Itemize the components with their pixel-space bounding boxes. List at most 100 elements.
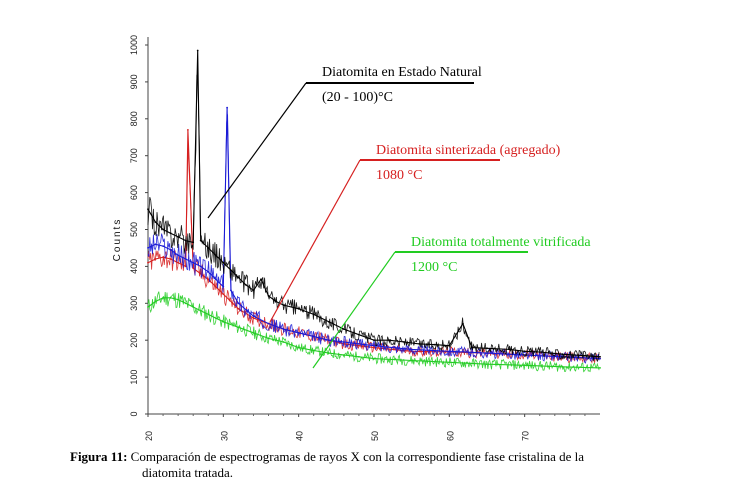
y-tick-label: 100	[129, 370, 139, 385]
x-tick-label: 70	[521, 431, 531, 441]
series-point	[237, 276, 240, 279]
series-point	[196, 49, 199, 52]
y-tick-label: 1000	[129, 35, 139, 55]
y-tick-label: 200	[129, 333, 139, 348]
series-point	[192, 267, 195, 270]
series-point	[448, 361, 451, 364]
series-point	[327, 339, 330, 342]
series-point	[523, 364, 526, 367]
series-point	[297, 331, 300, 334]
series-point	[162, 296, 165, 299]
series-point	[327, 320, 330, 323]
series-point	[358, 344, 360, 347]
caption-label: Figura 11:	[70, 449, 128, 464]
series-point	[523, 350, 526, 353]
annotation-label: Diatomita totalmente vitrificada	[411, 235, 591, 250]
series-point	[147, 247, 149, 249]
series-point	[403, 341, 405, 343]
series-point	[154, 300, 157, 303]
series-point	[252, 289, 255, 292]
series-point	[448, 350, 451, 353]
series-point	[462, 322, 464, 325]
y-tick-label: 500	[129, 222, 139, 237]
annotation-label: (20 - 100)°C	[322, 90, 393, 105]
series-point	[358, 343, 360, 345]
series-point	[297, 346, 300, 349]
series-point	[169, 258, 172, 260]
series-point	[207, 313, 210, 316]
series-point	[410, 348, 413, 351]
series-point	[252, 317, 255, 319]
series-point	[184, 265, 187, 268]
annotation-label: Diatomita en Estado Natural	[322, 65, 482, 80]
series-point	[418, 343, 421, 345]
y-tick-label: 0	[129, 411, 139, 416]
series-point	[154, 258, 157, 260]
annotation-label: 1200 °C	[411, 260, 457, 275]
series-point	[312, 313, 315, 316]
annotation-layer: Diatomita en Estado Natural (20 - 100)°C D…	[207, 65, 591, 369]
series-point	[147, 306, 149, 308]
series-point	[373, 346, 375, 349]
caption-line-2: diatomita tratada.	[142, 465, 233, 480]
x-tick-label: 20	[144, 431, 154, 441]
series-point	[267, 295, 270, 297]
figure-caption: Figura 11: Comparación de espectrogramas…	[70, 449, 710, 481]
series-point	[373, 357, 375, 360]
series-point	[448, 344, 451, 347]
series-point	[162, 228, 165, 231]
series-point	[162, 245, 165, 248]
y-tick-label: 600	[129, 185, 139, 200]
x-tick-label: 30	[219, 431, 229, 441]
series-point	[184, 258, 187, 260]
series-point	[388, 339, 390, 342]
series-point	[327, 352, 330, 354]
series-point	[471, 346, 473, 349]
series-line	[147, 129, 601, 360]
series-point	[282, 304, 285, 306]
series-point	[199, 239, 202, 242]
series-point	[169, 296, 172, 299]
series-point	[358, 333, 360, 336]
series-point	[222, 293, 225, 295]
series-point	[184, 302, 187, 305]
series-point	[214, 317, 217, 319]
series-point	[169, 232, 172, 235]
series-line	[147, 50, 601, 358]
series-point	[177, 298, 180, 301]
series-point	[222, 320, 225, 323]
series-point	[252, 315, 255, 318]
series-point	[486, 352, 488, 354]
series-point	[187, 129, 189, 131]
series-point	[260, 278, 262, 281]
series-point	[297, 307, 300, 310]
x-tick-label: 40	[295, 431, 305, 441]
annotation-label: 1080 °C	[376, 168, 422, 183]
series-point	[207, 278, 210, 281]
series-point	[373, 344, 375, 347]
series-point	[184, 239, 187, 242]
series-point	[199, 265, 202, 268]
annotation-label: Diatomita sinterizada (agregado)	[376, 143, 561, 158]
series-point	[343, 328, 345, 330]
series-point	[282, 328, 285, 330]
series-point	[207, 247, 210, 249]
series-noise-trace	[147, 291, 600, 373]
series-layer	[147, 49, 601, 373]
annotation-leader	[207, 82, 307, 219]
series-point	[177, 261, 180, 264]
series-point	[343, 341, 345, 343]
series-point	[214, 278, 217, 281]
series-point	[226, 106, 229, 109]
series-point	[486, 363, 488, 366]
series-point	[433, 343, 436, 346]
y-tick-label: 900	[129, 74, 139, 89]
series-point	[312, 335, 315, 338]
y-axis-label: Counts	[112, 218, 123, 262]
series-point	[599, 355, 601, 358]
series-point	[192, 241, 195, 244]
series-point	[147, 208, 149, 211]
series-point	[214, 285, 217, 288]
series-point	[267, 322, 270, 325]
series-point	[222, 261, 225, 264]
